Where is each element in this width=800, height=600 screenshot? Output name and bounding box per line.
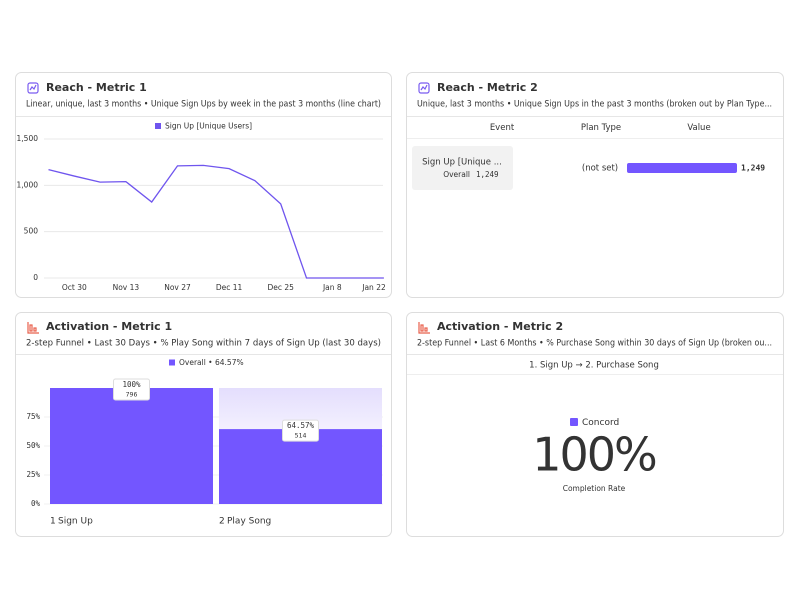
table-header: Event xyxy=(490,123,515,133)
y-tick-label: 0% xyxy=(31,499,41,508)
funnel-bar xyxy=(50,388,213,504)
legend-swatch xyxy=(155,123,161,129)
panel-title: Reach - Metric 2 xyxy=(437,81,538,94)
panel-title: Activation - Metric 2 xyxy=(437,320,563,333)
legend-label: Concord xyxy=(582,418,619,428)
step-number: 1 xyxy=(50,517,56,527)
segment-value: 1,249 xyxy=(476,170,499,179)
panel-subtitle: Linear, unique, last 3 months • Unique S… xyxy=(26,100,381,110)
x-tick-label: Nov 13 xyxy=(113,283,140,292)
big-value: 100% xyxy=(532,428,656,482)
line-icon xyxy=(418,82,430,94)
panel-title: Reach - Metric 1 xyxy=(46,81,147,94)
panel xyxy=(406,72,784,298)
table-header: Value xyxy=(687,123,710,133)
x-tick-label: Jan 22 xyxy=(361,283,386,292)
panel-subtitle: 2-step Funnel • Last 30 Days • % Play So… xyxy=(26,339,381,349)
segment-name: Overall xyxy=(443,170,470,179)
table-header: Plan Type xyxy=(581,123,621,133)
funnel-icon xyxy=(27,322,39,334)
panel-subtitle: Unique, last 3 months • Unique Sign Ups … xyxy=(417,100,772,110)
y-tick-label: 75% xyxy=(26,412,40,421)
step-number: 2 xyxy=(219,517,225,527)
panel-subtitle: 2-step Funnel • Last 6 Months • % Purcha… xyxy=(417,339,772,349)
caption: Completion Rate xyxy=(563,484,626,493)
x-tick-label: Jan 8 xyxy=(322,283,342,292)
event-card xyxy=(412,146,513,190)
y-tick-label: 50% xyxy=(26,441,40,450)
funnel-icon xyxy=(418,322,430,334)
value-badge xyxy=(113,378,150,401)
count-label: 514 xyxy=(295,432,307,440)
y-tick-label: 0 xyxy=(33,273,38,282)
legend-label: Overall • 64.57% xyxy=(179,358,244,367)
count-label: 796 xyxy=(126,391,138,399)
line-series xyxy=(48,164,384,279)
y-tick-label: 25% xyxy=(26,470,40,479)
plan-type: (not set) xyxy=(582,164,618,174)
funnel-header: 1. Sign Up → 2. Purchase Song xyxy=(529,361,659,371)
value-label: 64.57% xyxy=(287,421,315,430)
x-tick-label: Dec 25 xyxy=(267,283,294,292)
y-tick-label: 500 xyxy=(24,227,39,236)
panel xyxy=(406,312,784,537)
legend-swatch xyxy=(169,359,175,366)
x-tick-label: Dec 11 xyxy=(216,283,243,292)
legend-label: Sign Up [Unique Users] xyxy=(165,122,252,131)
value-bar xyxy=(627,163,737,173)
panel-title: Activation - Metric 1 xyxy=(46,320,172,333)
y-tick-label: 1,000 xyxy=(17,180,39,189)
value-label: 1,249 xyxy=(741,164,765,173)
event-name: Sign Up [Unique ... xyxy=(422,158,502,168)
y-tick-label: 1,500 xyxy=(17,134,39,143)
x-tick-label: Nov 27 xyxy=(164,283,191,292)
legend-swatch xyxy=(570,418,578,426)
step-label: Play Song xyxy=(227,517,271,527)
x-tick-label: Oct 30 xyxy=(62,283,87,292)
value-label: 100% xyxy=(122,380,141,389)
value-badge xyxy=(282,419,319,442)
line-icon xyxy=(27,82,39,94)
step-label: Sign Up xyxy=(58,517,93,527)
